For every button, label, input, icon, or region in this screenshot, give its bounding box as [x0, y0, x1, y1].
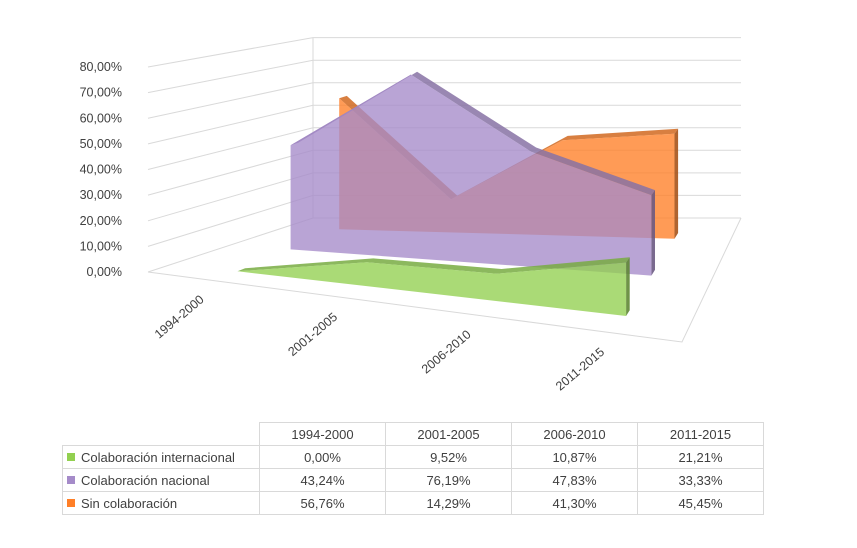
series-label: Colaboración nacional [62, 468, 260, 492]
table-cell: 0,00% [259, 445, 386, 469]
series-label: Sin colaboración [62, 491, 260, 515]
series-top-0 [237, 257, 630, 274]
table-row: Colaboración nacional 43,24% 76,19% 47,8… [62, 468, 764, 492]
table-header-row: 1994-2000 2001-2005 2006-2010 2011-2015 [62, 422, 764, 446]
y-tick-label: 60,00% [80, 111, 122, 125]
table-cell: 43,24% [259, 468, 386, 492]
y-tick-label: 40,00% [80, 163, 122, 177]
table-col-header: 2011-2015 [637, 422, 764, 446]
table-cell: 10,87% [511, 445, 638, 469]
legend-swatch-internacional [67, 452, 75, 461]
table-col-header: 2001-2005 [385, 422, 512, 446]
series-name: Colaboración internacional [81, 449, 235, 465]
table-row: Sin colaboración 56,76% 14,29% 41,30% 45… [62, 491, 764, 515]
series-end-2 [674, 128, 679, 239]
series-area-0 [237, 262, 627, 316]
chart-3d-area: 0,00% 10,00% 20,00% 30,00% 40,00% 50,00% 60,00… [80, 37, 742, 394]
x-tick-label: 2006-2010 [419, 327, 474, 376]
x-tick-label: 2011-2015 [553, 345, 607, 394]
gridline [147, 59, 741, 94]
data-table: 1994-2000 2001-2005 2006-2010 2011-2015 … [62, 422, 764, 515]
table-col-header: 1994-2000 [259, 422, 386, 446]
series-top-1 [290, 71, 655, 196]
y-tick-label: 30,00% [80, 188, 122, 202]
series-name: Sin colaboración [81, 495, 178, 511]
table-cell: 41,30% [511, 491, 638, 515]
series-end-0 [626, 257, 630, 316]
table-row: Colaboración internacional 0,00% 9,52% 1… [62, 445, 764, 469]
table-cell: 45,45% [637, 491, 764, 515]
table-col-header: 2006-2010 [511, 422, 638, 446]
table-cell: 21,21% [637, 445, 764, 469]
legend-swatch-sin [67, 498, 75, 507]
table-cell: 9,52% [385, 445, 512, 469]
x-tick-label: 1994-2000 [152, 292, 207, 341]
table-cell: 14,29% [385, 491, 512, 515]
table-corner [62, 422, 260, 446]
table-cell: 56,76% [259, 491, 386, 515]
y-tick-label: 20,00% [80, 214, 122, 228]
table-cell: 47,83% [511, 468, 638, 492]
series-area-1 [290, 74, 652, 276]
floor-edge [147, 217, 742, 343]
table-cell: 76,19% [385, 468, 512, 492]
x-tick-label: 2001-2005 [285, 310, 340, 359]
y-tick-label: 70,00% [80, 86, 122, 100]
gridline [147, 37, 741, 68]
legend-swatch-nacional [67, 475, 75, 484]
table-cell: 33,33% [637, 468, 764, 492]
y-tick-label: 10,00% [80, 239, 122, 253]
series-name: Colaboración nacional [81, 472, 210, 488]
y-tick-label: 50,00% [80, 137, 122, 151]
y-tick-label: 80,00% [80, 60, 122, 74]
y-tick-label: 0,00% [87, 265, 122, 279]
series-end-1 [651, 190, 655, 276]
series-label: Colaboración internacional [62, 445, 260, 469]
